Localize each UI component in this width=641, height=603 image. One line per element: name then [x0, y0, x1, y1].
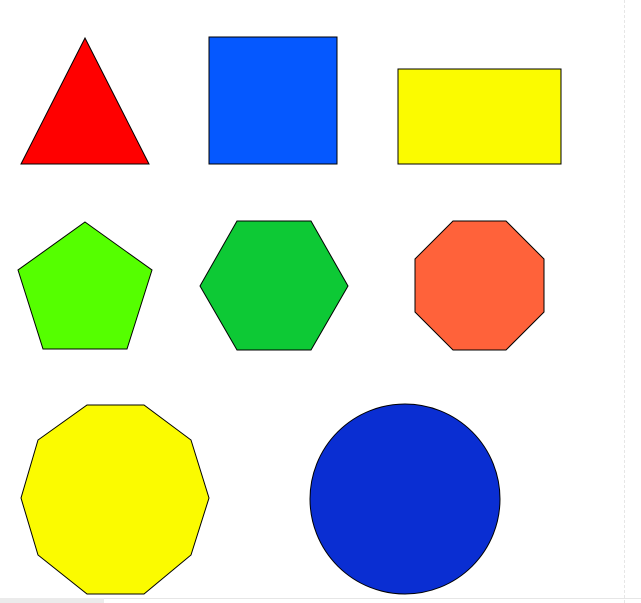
hexagon-shape[interactable] — [199, 220, 349, 351]
decagon-shape[interactable] — [20, 404, 210, 595]
octagon-shape[interactable] — [414, 220, 545, 351]
circle-shape[interactable] — [309, 403, 501, 595]
pentagon-shape[interactable] — [17, 221, 153, 350]
rectangle-shape[interactable] — [397, 68, 562, 165]
triangle-shape[interactable] — [20, 36, 150, 165]
horizontal-scrollbar-thumb[interactable] — [0, 598, 104, 603]
horizontal-scrollbar-track — [104, 598, 641, 599]
square-shape[interactable] — [208, 36, 338, 165]
canvas-right-boundary — [624, 0, 625, 603]
